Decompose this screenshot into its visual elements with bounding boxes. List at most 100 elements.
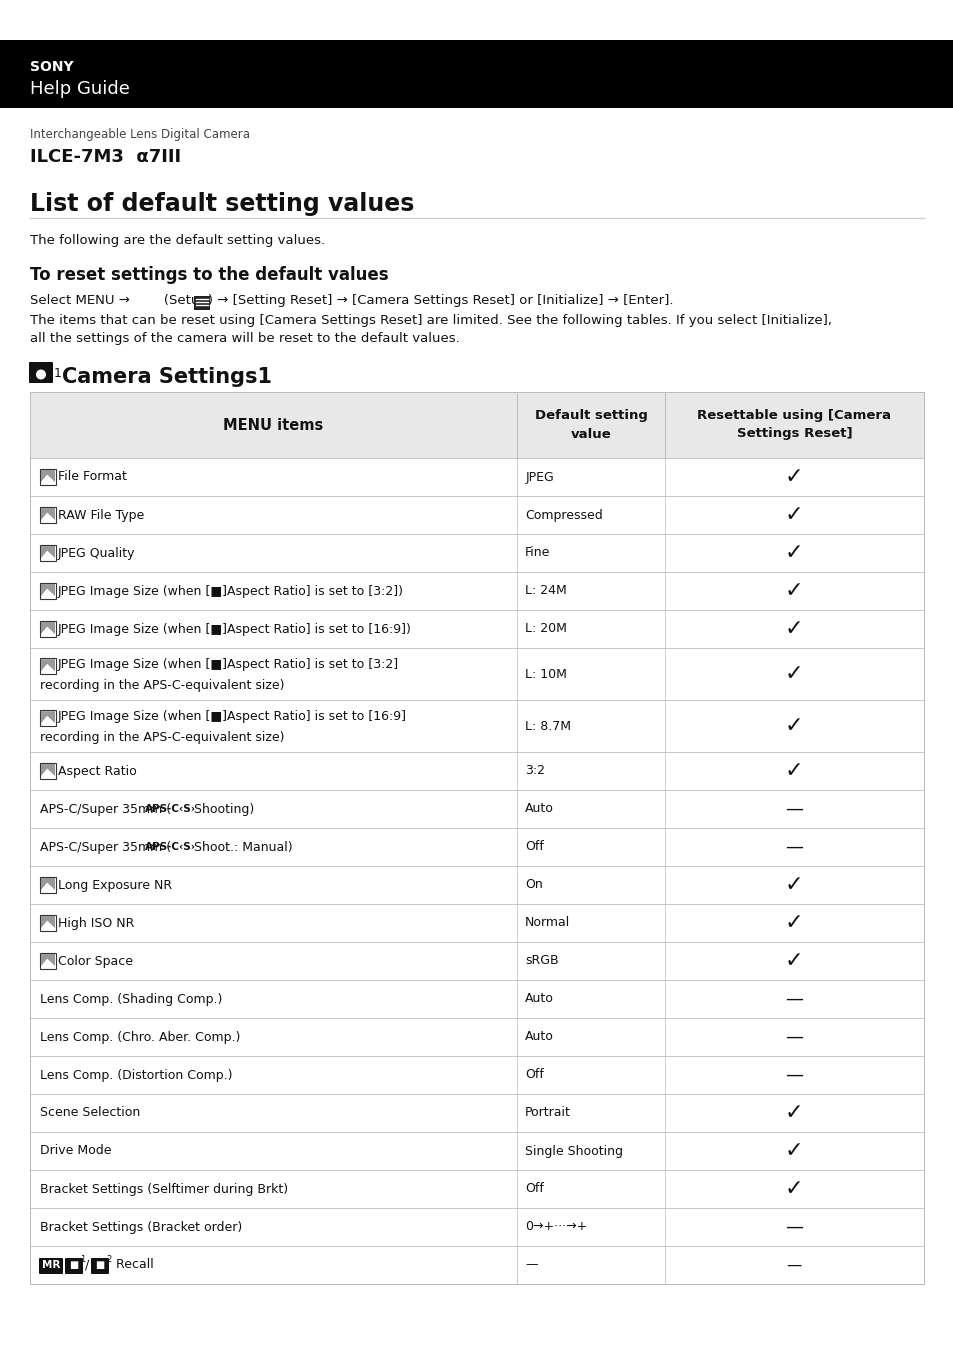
Text: The items that can be reset using [Camera Settings Reset] are limited. See the f: The items that can be reset using [Camer… — [30, 313, 831, 327]
Circle shape — [42, 659, 46, 663]
Bar — [0, 41, 953, 108]
Bar — [40, 877, 56, 893]
Text: On: On — [525, 878, 542, 892]
Text: JPEG Image Size (when [■]Aspect Ratio] is set to [3:2]): JPEG Image Size (when [■]Aspect Ratio] i… — [58, 585, 403, 597]
Text: ✓: ✓ — [784, 581, 802, 601]
Text: —: — — [784, 838, 802, 857]
Bar — [40, 763, 56, 780]
Text: /: / — [85, 1259, 90, 1271]
Circle shape — [36, 370, 46, 380]
Text: APS-C‹S›: APS-C‹S› — [144, 842, 195, 852]
Bar — [40, 658, 56, 674]
Bar — [38, 363, 44, 367]
Text: Compressed: Compressed — [525, 508, 602, 521]
Circle shape — [42, 585, 46, 589]
Text: L: 8.7M: L: 8.7M — [525, 720, 571, 732]
Bar — [30, 828, 923, 866]
Text: SONY: SONY — [30, 59, 73, 74]
Bar — [30, 790, 923, 828]
Text: APS-C/Super 35mm (: APS-C/Super 35mm ( — [40, 840, 175, 854]
Text: Single Shooting: Single Shooting — [525, 1144, 622, 1158]
Text: Lens Comp. (Chro. Aber. Comp.): Lens Comp. (Chro. Aber. Comp.) — [40, 1031, 240, 1043]
Bar — [30, 1056, 923, 1094]
Text: L: 20M: L: 20M — [525, 623, 566, 635]
Text: ✓: ✓ — [784, 1102, 802, 1123]
Text: Auto: Auto — [525, 802, 554, 816]
Text: —: — — [786, 1258, 801, 1273]
FancyBboxPatch shape — [39, 1258, 63, 1274]
Text: ✓: ✓ — [784, 1179, 802, 1198]
Text: APS-C/Super 35mm (: APS-C/Super 35mm ( — [40, 802, 175, 816]
Text: Off: Off — [525, 1069, 543, 1082]
Text: Aspect Ratio: Aspect Ratio — [58, 765, 136, 777]
Circle shape — [42, 955, 46, 958]
Text: Default setting
value: Default setting value — [534, 409, 647, 440]
Text: ✓: ✓ — [784, 761, 802, 781]
Text: Select MENU →        (Setup) → [Setting Reset] → [Camera Settings Reset] or [Ini: Select MENU → (Setup) → [Setting Reset] … — [30, 295, 673, 307]
Text: —: — — [784, 990, 802, 1008]
Text: ILCE-7M3  α7III: ILCE-7M3 α7III — [30, 149, 181, 166]
Text: Resettable using [Camera
Settings Reset]: Resettable using [Camera Settings Reset] — [697, 409, 890, 440]
PathPatch shape — [41, 916, 55, 928]
Bar — [30, 1132, 923, 1170]
Text: Camera Settings1: Camera Settings1 — [62, 367, 272, 386]
Bar — [30, 534, 923, 571]
Text: Interchangeable Lens Digital Camera: Interchangeable Lens Digital Camera — [30, 128, 250, 141]
Text: Fine: Fine — [525, 547, 550, 559]
Text: MENU items: MENU items — [223, 417, 323, 432]
Text: Drive Mode: Drive Mode — [40, 1144, 112, 1158]
Text: JPEG: JPEG — [525, 470, 554, 484]
Bar — [40, 584, 56, 598]
PathPatch shape — [41, 508, 55, 520]
Text: —: — — [784, 800, 802, 817]
Text: APS-C‹S›: APS-C‹S› — [144, 804, 195, 815]
FancyBboxPatch shape — [65, 1258, 83, 1274]
PathPatch shape — [41, 546, 55, 558]
Bar — [30, 866, 923, 904]
Text: 1: 1 — [54, 367, 62, 380]
Bar — [40, 915, 56, 931]
Bar — [30, 571, 923, 611]
Text: Recall: Recall — [112, 1259, 153, 1271]
Text: 2: 2 — [106, 1255, 112, 1265]
Circle shape — [42, 916, 46, 920]
Bar — [30, 979, 923, 1019]
Bar — [30, 496, 923, 534]
Text: recording in the APS-C-equivalent size): recording in the APS-C-equivalent size) — [40, 731, 284, 744]
Circle shape — [42, 765, 46, 769]
Bar — [30, 1170, 923, 1208]
Text: —: — — [784, 1028, 802, 1046]
Bar — [40, 952, 56, 969]
Circle shape — [42, 547, 46, 550]
Text: Shoot.: Manual): Shoot.: Manual) — [191, 840, 293, 854]
Text: sRGB: sRGB — [525, 955, 558, 967]
Text: Help Guide: Help Guide — [30, 80, 130, 99]
Text: recording in the APS-C-equivalent size): recording in the APS-C-equivalent size) — [40, 680, 284, 692]
Bar — [40, 621, 56, 638]
Text: 0→+···→+: 0→+···→+ — [525, 1220, 587, 1233]
Text: Lens Comp. (Distortion Comp.): Lens Comp. (Distortion Comp.) — [40, 1069, 233, 1082]
Text: Auto: Auto — [525, 993, 554, 1005]
Bar — [193, 296, 210, 309]
Text: MR: MR — [42, 1260, 60, 1270]
Circle shape — [42, 623, 46, 627]
Circle shape — [42, 878, 46, 882]
Text: ■: ■ — [70, 1260, 78, 1270]
Bar — [40, 711, 56, 727]
Bar — [30, 1094, 923, 1132]
Text: The following are the default setting values.: The following are the default setting va… — [30, 234, 325, 247]
FancyBboxPatch shape — [29, 362, 53, 382]
Text: Long Exposure NR: Long Exposure NR — [58, 878, 172, 892]
Text: Off: Off — [525, 840, 543, 854]
Bar — [30, 700, 923, 753]
PathPatch shape — [41, 659, 55, 671]
Text: L: 24M: L: 24M — [525, 585, 566, 597]
Text: all the settings of the camera will be reset to the default values.: all the settings of the camera will be r… — [30, 332, 459, 345]
Text: RAW File Type: RAW File Type — [58, 508, 144, 521]
PathPatch shape — [41, 954, 55, 966]
Bar — [30, 753, 923, 790]
Bar — [30, 1019, 923, 1056]
Bar — [30, 1246, 923, 1283]
Text: ✓: ✓ — [784, 1142, 802, 1161]
Bar — [40, 469, 56, 485]
